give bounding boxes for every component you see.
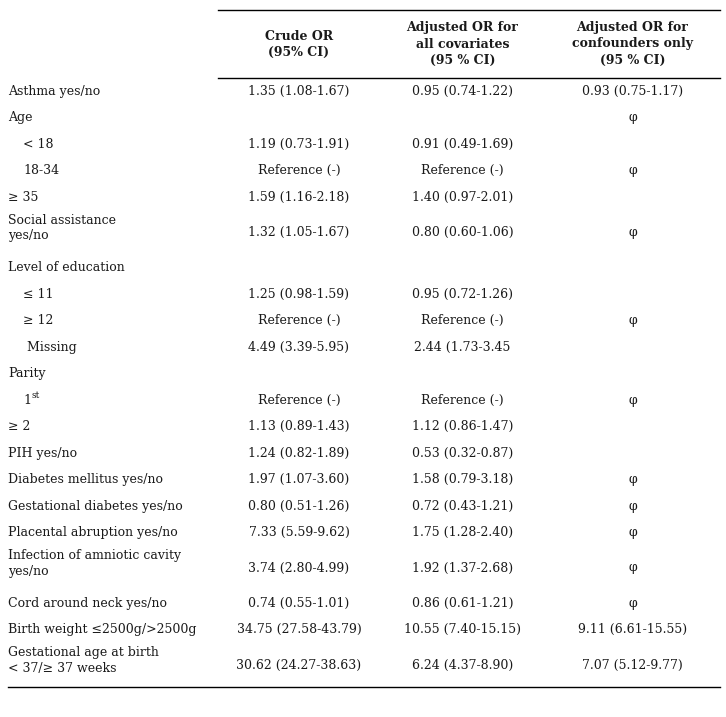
Text: st: st	[31, 391, 39, 400]
Text: 1: 1	[23, 394, 31, 407]
Text: 0.80 (0.60-1.06): 0.80 (0.60-1.06)	[412, 226, 513, 239]
Text: 1.40 (0.97-2.01): 1.40 (0.97-2.01)	[412, 191, 513, 204]
Text: 2.44 (1.73-3.45: 2.44 (1.73-3.45	[415, 341, 510, 353]
Text: Reference (-): Reference (-)	[258, 164, 340, 177]
Text: φ: φ	[628, 526, 637, 539]
Text: Reference (-): Reference (-)	[258, 394, 340, 407]
Text: 0.91 (0.49-1.69): 0.91 (0.49-1.69)	[412, 138, 513, 151]
Text: φ: φ	[628, 597, 637, 609]
Text: 1.12 (0.86-1.47): 1.12 (0.86-1.47)	[412, 420, 513, 433]
Text: φ: φ	[628, 226, 637, 239]
Text: 18-34: 18-34	[23, 164, 59, 177]
Text: 10.55 (7.40-15.15): 10.55 (7.40-15.15)	[404, 623, 521, 636]
Text: 1.59 (1.16-2.18): 1.59 (1.16-2.18)	[248, 191, 350, 204]
Text: Crude OR
(95% CI): Crude OR (95% CI)	[265, 29, 333, 59]
Text: ≥ 12: ≥ 12	[23, 314, 54, 327]
Text: φ: φ	[628, 561, 637, 574]
Text: φ: φ	[628, 473, 637, 486]
Text: 0.93 (0.75-1.17): 0.93 (0.75-1.17)	[582, 85, 683, 98]
Text: φ: φ	[628, 394, 637, 407]
Text: Adjusted OR for
all covariates
(95 % CI): Adjusted OR for all covariates (95 % CI)	[407, 22, 518, 67]
Text: Infection of amniotic cavity
yes/no: Infection of amniotic cavity yes/no	[8, 549, 181, 578]
Text: Reference (-): Reference (-)	[258, 314, 340, 327]
Text: Cord around neck yes/no: Cord around neck yes/no	[8, 597, 167, 609]
Text: Gestational age at birth
< 37/≥ 37 weeks: Gestational age at birth < 37/≥ 37 weeks	[8, 646, 159, 675]
Text: 0.95 (0.72-1.26): 0.95 (0.72-1.26)	[412, 288, 513, 300]
Text: Asthma yes/no: Asthma yes/no	[8, 85, 100, 98]
Text: Reference (-): Reference (-)	[421, 394, 504, 407]
Text: ≤ 11: ≤ 11	[23, 288, 54, 300]
Text: Parity: Parity	[8, 367, 46, 380]
Text: 1.19 (0.73-1.91): 1.19 (0.73-1.91)	[248, 138, 350, 151]
Text: 34.75 (27.58-43.79): 34.75 (27.58-43.79)	[237, 623, 362, 636]
Text: Gestational diabetes yes/no: Gestational diabetes yes/no	[8, 500, 183, 513]
Text: 0.80 (0.51-1.26): 0.80 (0.51-1.26)	[248, 500, 350, 513]
Text: 7.33 (5.59-9.62): 7.33 (5.59-9.62)	[248, 526, 349, 539]
Text: Level of education: Level of education	[8, 261, 125, 274]
Text: 4.49 (3.39-5.95): 4.49 (3.39-5.95)	[248, 341, 349, 353]
Text: 1.35 (1.08-1.67): 1.35 (1.08-1.67)	[248, 85, 350, 98]
Text: Placental abruption yes/no: Placental abruption yes/no	[8, 526, 178, 539]
Text: Social assistance
yes/no: Social assistance yes/no	[8, 214, 116, 242]
Text: 1.58 (0.79-3.18): 1.58 (0.79-3.18)	[412, 473, 513, 486]
Text: 0.72 (0.43-1.21): 0.72 (0.43-1.21)	[412, 500, 513, 513]
Text: Birth weight ≤2500g/>2500g: Birth weight ≤2500g/>2500g	[8, 623, 197, 636]
Text: 1.24 (0.82-1.89): 1.24 (0.82-1.89)	[248, 447, 350, 460]
Text: 1.75 (1.28-2.40): 1.75 (1.28-2.40)	[412, 526, 513, 539]
Text: 1.92 (1.37-2.68): 1.92 (1.37-2.68)	[412, 561, 513, 574]
Text: Reference (-): Reference (-)	[421, 314, 504, 327]
Text: 30.62 (24.27-38.63): 30.62 (24.27-38.63)	[237, 658, 362, 672]
Text: 9.11 (6.61-15.55): 9.11 (6.61-15.55)	[578, 623, 687, 636]
Text: 0.74 (0.55-1.01): 0.74 (0.55-1.01)	[248, 597, 350, 609]
Text: 1.97 (1.07-3.60): 1.97 (1.07-3.60)	[248, 473, 350, 486]
Text: φ: φ	[628, 111, 637, 124]
Text: ≥ 2: ≥ 2	[8, 420, 30, 433]
Text: 0.86 (0.61-1.21): 0.86 (0.61-1.21)	[412, 597, 513, 609]
Text: Adjusted OR for
confounders only
(95 % CI): Adjusted OR for confounders only (95 % C…	[572, 22, 693, 67]
Text: φ: φ	[628, 314, 637, 327]
Text: 1.32 (1.05-1.67): 1.32 (1.05-1.67)	[248, 226, 350, 239]
Text: φ: φ	[628, 500, 637, 513]
Text: Missing: Missing	[23, 341, 77, 353]
Text: Diabetes mellitus yes/no: Diabetes mellitus yes/no	[8, 473, 163, 486]
Text: Age: Age	[8, 111, 33, 124]
Text: 1.25 (0.98-1.59): 1.25 (0.98-1.59)	[248, 288, 349, 300]
Text: φ: φ	[628, 164, 637, 177]
Text: 0.53 (0.32-0.87): 0.53 (0.32-0.87)	[412, 447, 513, 460]
Text: 0.95 (0.74-1.22): 0.95 (0.74-1.22)	[412, 85, 513, 98]
Text: 1.13 (0.89-1.43): 1.13 (0.89-1.43)	[248, 420, 350, 433]
Text: < 18: < 18	[23, 138, 54, 151]
Text: 7.07 (5.12-9.77): 7.07 (5.12-9.77)	[582, 658, 683, 672]
Text: ≥ 35: ≥ 35	[8, 191, 38, 204]
Text: 6.24 (4.37-8.90): 6.24 (4.37-8.90)	[412, 658, 513, 672]
Text: PIH yes/no: PIH yes/no	[8, 447, 77, 460]
Text: Reference (-): Reference (-)	[421, 164, 504, 177]
Text: 3.74 (2.80-4.99): 3.74 (2.80-4.99)	[248, 561, 349, 574]
